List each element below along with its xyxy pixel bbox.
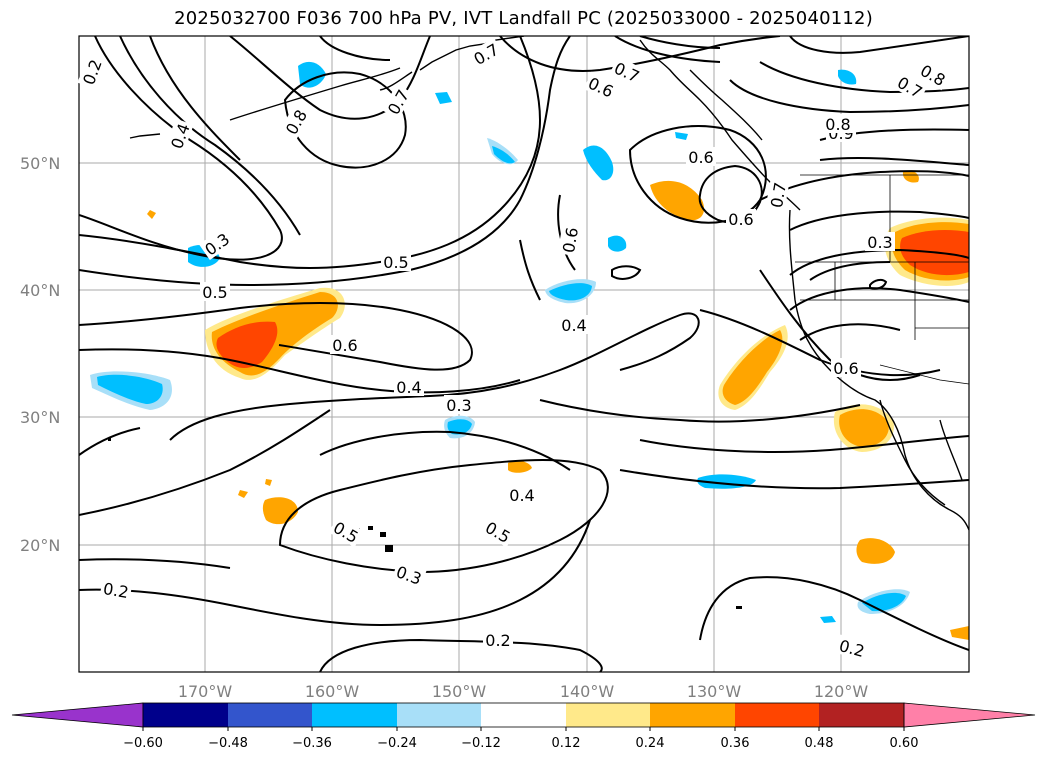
contour-label-text: 0.4 xyxy=(561,316,586,335)
contour-label: 0.4 xyxy=(559,315,589,335)
colorbar-tick-label: −0.48 xyxy=(208,736,248,751)
contour-label: 0.4 xyxy=(394,377,424,397)
colorbar-outline xyxy=(142,702,905,728)
positive-region-east-pacific-1 xyxy=(650,180,705,221)
lat-label-40n: 40°N xyxy=(20,281,60,300)
contour-label-text: 0.5 xyxy=(202,283,227,302)
contour-label-text: 0.8 xyxy=(825,115,850,134)
contour-label-text: 0.6 xyxy=(833,359,858,378)
colorbar-segment xyxy=(397,703,481,727)
lat-label-30n: 30°N xyxy=(20,408,60,427)
contour-label-text: 0.6 xyxy=(559,226,582,254)
contour-label-text: 0.3 xyxy=(867,233,892,252)
contour-label-text: 0.4 xyxy=(396,378,421,397)
contour-label: 0.5 xyxy=(381,252,411,272)
colorbar-segment xyxy=(819,703,904,727)
contour-label: 0.3 xyxy=(865,232,895,252)
colorbar-tick-label: −0.60 xyxy=(123,736,163,751)
lon-label-150w: 150°W xyxy=(432,682,487,701)
contour-label: 0.6 xyxy=(557,223,582,257)
contour-label: 0.6 xyxy=(831,358,861,378)
colorbar-segment xyxy=(566,703,650,727)
contour-label: 0.2 xyxy=(99,577,133,602)
contour-label-text: 0.2 xyxy=(102,579,130,602)
colorbar-tick-label: 0.24 xyxy=(636,736,665,751)
contour-label-text: 0.6 xyxy=(728,210,753,229)
contour-label: 0.6 xyxy=(686,147,716,167)
colorbar-segment xyxy=(143,703,228,727)
contour-label-text: 0.6 xyxy=(688,148,713,167)
lon-label-130w: 130°W xyxy=(687,682,742,701)
contour-label: 0.6 xyxy=(330,335,360,355)
contour-label: 0.3 xyxy=(444,395,474,415)
colorbar-segment xyxy=(481,703,566,727)
colorbar-tick-label: −0.24 xyxy=(377,736,417,751)
colorbar-extension-low xyxy=(11,702,144,728)
lon-label-160w: 160°W xyxy=(305,682,360,701)
contour-label-text: 0.3 xyxy=(446,396,471,415)
colorbar-tick-label: −0.36 xyxy=(292,736,332,751)
negative-anomaly-regions xyxy=(90,61,910,623)
contour-label-text: 0.5 xyxy=(383,253,408,272)
colorbar-segment xyxy=(735,703,819,727)
contour-label: 0.4 xyxy=(507,485,537,505)
latitude-labels: 50°N 40°N 30°N 20°N xyxy=(20,154,60,555)
longitude-labels: 170°W 160°W 150°W 140°W 130°W 120°W xyxy=(178,682,869,701)
colorbar-tick-label: 0.36 xyxy=(721,736,750,751)
colorbar-segment xyxy=(228,703,312,727)
colorbar-tick-label: 0.48 xyxy=(805,736,834,751)
contour-label: 0.5 xyxy=(200,282,230,302)
lon-label-170w: 170°W xyxy=(178,682,233,701)
lat-label-20n: 20°N xyxy=(20,536,60,555)
colorbar-extension-high xyxy=(903,702,1036,728)
contour-label: 0.2 xyxy=(483,630,513,650)
colorbar: −0.60 −0.48 −0.36 −0.24 −0.12 0.12 0.24 0.36 0.4… xyxy=(11,702,1036,751)
contour-labels: 0.20.4 0.80.70.70.60.70.60.60.70.90.80.60… xyxy=(77,37,951,661)
lon-label-140w: 140°W xyxy=(560,682,615,701)
figure-title: 2025032700 F036 700 hPa PV, IVT Landfall… xyxy=(174,8,873,29)
contour-label-text: 0.6 xyxy=(332,336,357,355)
colorbar-tick-label: 0.60 xyxy=(890,736,919,751)
colorbar-segment xyxy=(650,703,735,727)
map-frame xyxy=(78,35,970,673)
political-borders xyxy=(795,174,969,385)
contour-label-text: 0.2 xyxy=(485,631,510,650)
contour-label: 0.8 xyxy=(823,114,853,134)
contour-label-text: 0.4 xyxy=(509,486,534,505)
contour-label: 0.7 xyxy=(765,178,790,212)
lat-label-50n: 50°N xyxy=(20,154,60,173)
contour-label-text: 0.7 xyxy=(767,181,790,209)
contour-label: 0.6 xyxy=(726,209,756,229)
contour-lines xyxy=(79,36,969,672)
lon-label-120w: 120°W xyxy=(814,682,869,701)
colorbar-tick-label: −0.12 xyxy=(461,736,501,751)
colorbar-tick-label: 0.12 xyxy=(552,736,581,751)
colorbar-segment xyxy=(312,703,397,727)
